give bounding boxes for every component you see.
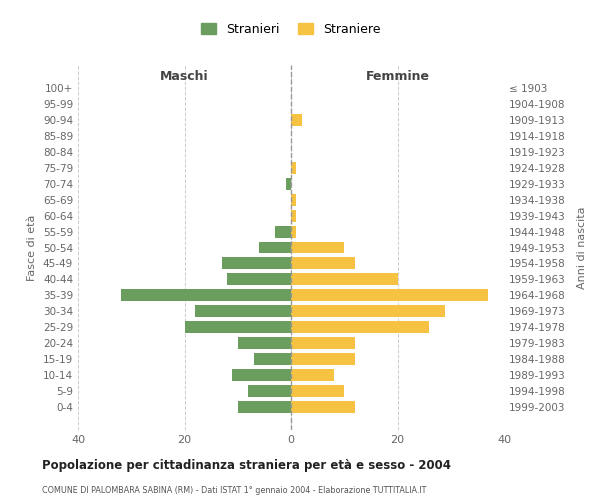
- Bar: [254, 354, 291, 366]
- Bar: [291, 386, 344, 398]
- Text: COMUNE DI PALOMBARA SABINA (RM) - Dati ISTAT 1° gennaio 2004 - Elaborazione TUTT: COMUNE DI PALOMBARA SABINA (RM) - Dati I…: [42, 486, 427, 495]
- Bar: [275, 226, 291, 237]
- Text: Popolazione per cittadinanza straniera per età e sesso - 2004: Popolazione per cittadinanza straniera p…: [42, 460, 451, 472]
- Legend: Stranieri, Straniere: Stranieri, Straniere: [195, 16, 387, 42]
- Bar: [185, 322, 291, 334]
- Y-axis label: Fasce di età: Fasce di età: [28, 214, 37, 280]
- Bar: [291, 370, 334, 382]
- Bar: [291, 242, 344, 254]
- Bar: [291, 210, 296, 222]
- Bar: [259, 242, 291, 254]
- Text: Femmine: Femmine: [365, 70, 430, 83]
- Bar: [227, 274, 291, 285]
- Bar: [291, 354, 355, 366]
- Bar: [222, 258, 291, 270]
- Bar: [121, 290, 291, 302]
- Bar: [286, 178, 291, 190]
- Bar: [291, 338, 355, 349]
- Bar: [195, 306, 291, 318]
- Bar: [291, 306, 445, 318]
- Bar: [291, 274, 398, 285]
- Bar: [291, 226, 296, 237]
- Bar: [291, 258, 355, 270]
- Bar: [238, 402, 291, 413]
- Bar: [291, 194, 296, 205]
- Y-axis label: Anni di nascita: Anni di nascita: [577, 206, 587, 289]
- Bar: [291, 322, 430, 334]
- Bar: [291, 290, 488, 302]
- Bar: [291, 402, 355, 413]
- Bar: [248, 386, 291, 398]
- Bar: [232, 370, 291, 382]
- Text: Maschi: Maschi: [160, 70, 209, 83]
- Bar: [291, 114, 302, 126]
- Bar: [291, 162, 296, 173]
- Bar: [238, 338, 291, 349]
